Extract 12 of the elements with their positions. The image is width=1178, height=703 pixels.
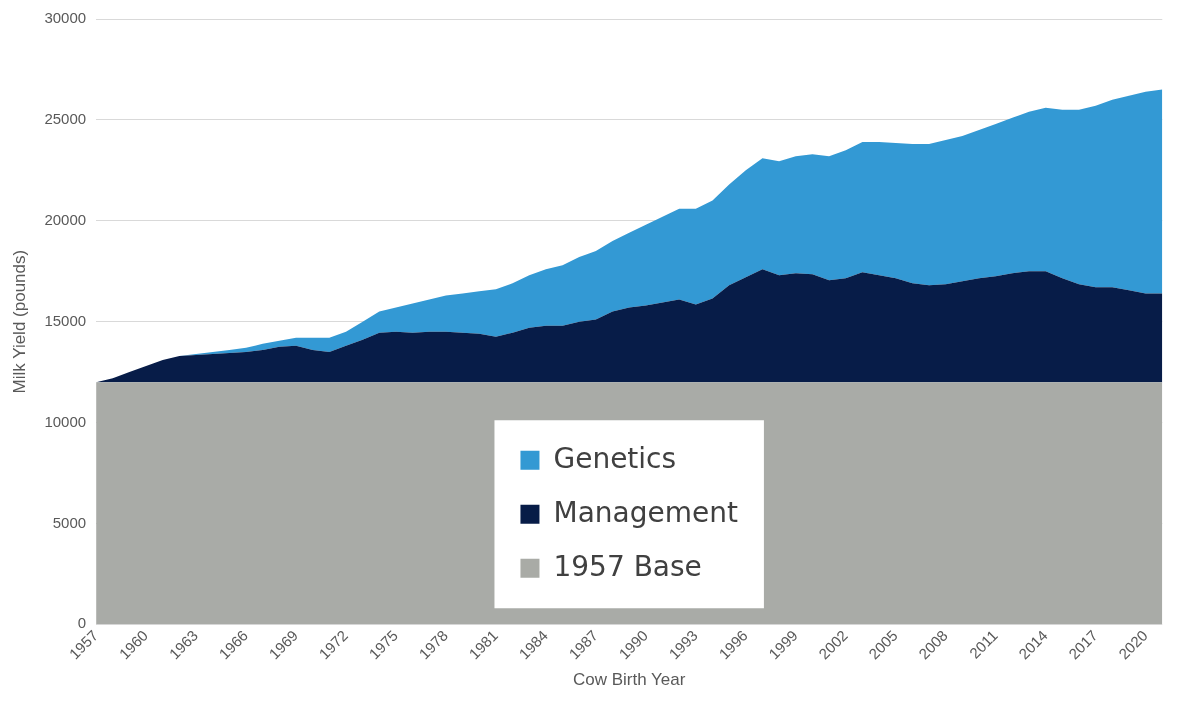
y-tick-label: 10000 [44,412,87,430]
y-tick-label: 15000 [44,311,87,329]
y-tick-label: 0 [77,614,87,632]
y-tick-label: 20000 [44,210,87,228]
y-tick-label: 30000 [44,9,87,27]
y-axis-title: Milk Yield (pounds) [9,249,29,394]
legend-label: Management [553,495,738,529]
y-tick-label: 5000 [52,513,87,531]
legend-label: 1957 Base [553,549,702,583]
x-axis-title: Cow Birth Year [572,670,686,690]
y-tick-label: 25000 [44,110,87,128]
legend-label: Genetics [553,441,677,475]
